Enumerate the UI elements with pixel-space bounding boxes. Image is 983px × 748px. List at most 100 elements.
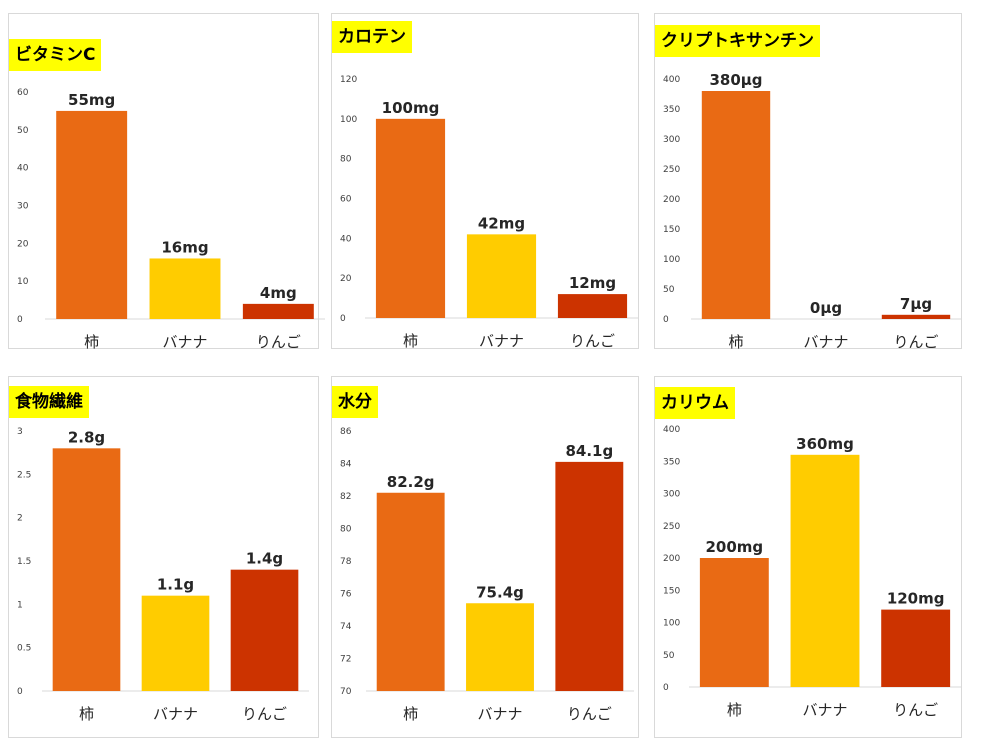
chart-svg: 0 50 100 150 200 250 300 350 400 200mg 柿 360mg バナナ 12… [663, 425, 961, 719]
y-tick-label: 50 [17, 126, 29, 136]
chart-svg: 0 10 20 30 40 50 60 55mg 柿 16mg バナナ 4mg りんご [17, 88, 325, 351]
data-label: 55mg [68, 91, 115, 109]
chart-panel-4: 食物繊維 0 0.5 1 1.5 2 2.5 3 2.8g 柿 1.1g バナナ 1.4g りんご [8, 376, 319, 738]
y-tick-label: 250 [663, 522, 680, 532]
y-tick-label: 150 [663, 225, 680, 235]
y-tick-label: 250 [663, 165, 680, 175]
category-label: りんご [893, 701, 938, 719]
chart-svg: 70 72 74 76 78 80 82 84 86 82.2g 柿 75.4g バナナ 84.1g りんご [340, 427, 634, 723]
y-tick-label: 10 [17, 277, 29, 287]
chart-title: 食物繊維 [9, 386, 89, 418]
y-tick-label: 50 [663, 285, 675, 295]
chart-title: カロテン [332, 21, 412, 53]
chart-panel-2: カロテン 0 20 40 60 80 100 120 100mg 柿 42mg バナナ 12mg りんご [331, 13, 639, 350]
y-tick-label: 100 [340, 115, 357, 125]
data-label: 16mg [161, 238, 208, 256]
bar-1 [701, 91, 771, 319]
chart-title: ビタミンC [9, 39, 102, 71]
chart-panel-1: ビタミンC 0 10 20 30 40 50 60 55mg 柿 16mg バナナ 4mg りんご [8, 13, 325, 351]
y-tick-label: 1 [17, 600, 23, 610]
bar-1 [56, 110, 128, 320]
y-tick-label: 82 [340, 492, 351, 502]
bar-3 [555, 461, 624, 691]
bar-1 [699, 558, 769, 687]
category-label: 柿 [728, 333, 743, 351]
category-label: バナナ [477, 705, 522, 723]
category-label: りんご [570, 332, 615, 350]
y-tick-label: 2.5 [17, 470, 31, 480]
data-label: 380μg [709, 71, 762, 89]
y-tick-label: 150 [663, 586, 680, 596]
y-tick-label: 0 [17, 687, 23, 697]
y-tick-label: 76 [340, 590, 352, 600]
y-tick-label: 60 [17, 88, 29, 98]
bar-2 [466, 603, 534, 691]
bar-3 [881, 314, 951, 319]
y-tick-label: 20 [340, 274, 352, 284]
y-tick-label: 0 [663, 683, 669, 693]
y-tick-label: 400 [663, 75, 680, 85]
chart-panel-6: カリウム 0 50 100 150 200 250 300 350 400 200mg 柿 360mg バ… [654, 376, 962, 738]
y-tick-label: 350 [663, 457, 680, 467]
bar-3 [242, 303, 314, 319]
chart-svg: 0 0.5 1 1.5 2 2.5 3 2.8g 柿 1.1g バナナ 1.4g りんご [17, 427, 309, 723]
category-label: りんご [893, 333, 938, 351]
bar-3 [557, 294, 628, 318]
bar-3 [881, 609, 951, 687]
category-label: バナナ [479, 332, 524, 350]
y-tick-label: 100 [663, 255, 680, 265]
y-tick-label: 72 [340, 655, 351, 665]
bar-2 [790, 454, 860, 687]
y-tick-label: 78 [340, 557, 352, 567]
category-label: りんご [242, 705, 287, 723]
y-tick-label: 0.5 [17, 644, 31, 654]
category-label: バナナ [162, 333, 207, 351]
data-label: 1.1g [157, 576, 194, 594]
y-tick-label: 300 [663, 490, 680, 500]
bar-2 [149, 258, 221, 319]
y-tick-label: 120 [340, 75, 357, 85]
data-label: 82.2g [387, 473, 435, 491]
y-tick-label: 80 [340, 525, 352, 535]
y-tick-label: 200 [663, 195, 680, 205]
chart-panel-3: クリプトキサンチン 0 50 100 150 200 250 300 350 400 380μg 柿 0… [654, 13, 962, 351]
category-label: 柿 [727, 701, 742, 719]
bar-3 [230, 569, 299, 691]
category-label: 柿 [84, 333, 99, 351]
chart-svg: 0 50 100 150 200 250 300 350 400 380μg 柿 0μg バナナ 7μg り… [663, 71, 961, 351]
y-tick-label: 0 [17, 315, 23, 325]
category-label: りんご [256, 333, 301, 351]
chart-svg: 0 20 40 60 80 100 120 100mg 柿 42mg バナナ 12mg りんご [340, 75, 638, 350]
y-tick-label: 3 [17, 427, 23, 437]
y-tick-label: 100 [663, 619, 680, 629]
category-label: 柿 [79, 705, 94, 723]
y-tick-label: 0 [663, 315, 669, 325]
y-tick-label: 70 [340, 687, 352, 697]
y-tick-label: 40 [340, 234, 352, 244]
bar-2 [141, 595, 210, 691]
y-tick-label: 20 [17, 239, 29, 249]
bar-1 [52, 448, 121, 691]
data-label: 42mg [478, 214, 525, 232]
y-tick-label: 350 [663, 105, 680, 115]
y-tick-label: 30 [17, 202, 29, 212]
y-tick-label: 84 [340, 460, 352, 470]
y-tick-label: 40 [17, 164, 29, 174]
chart-title: カリウム [655, 387, 735, 419]
y-tick-label: 50 [663, 651, 675, 661]
y-tick-label: 400 [663, 425, 680, 435]
category-label: 柿 [403, 705, 418, 723]
data-label: 360mg [796, 435, 854, 453]
bar-1 [376, 492, 445, 691]
data-label: 7μg [900, 295, 932, 313]
bar-1 [375, 118, 446, 318]
y-tick-label: 300 [663, 135, 680, 145]
y-tick-label: 74 [340, 622, 352, 632]
chart-title: 水分 [332, 386, 378, 418]
y-tick-label: 80 [340, 155, 352, 165]
bar-2 [466, 234, 537, 318]
data-label: 2.8g [68, 428, 105, 446]
category-label: りんご [567, 705, 612, 723]
data-label: 120mg [887, 590, 945, 608]
category-label: バナナ [153, 705, 198, 723]
